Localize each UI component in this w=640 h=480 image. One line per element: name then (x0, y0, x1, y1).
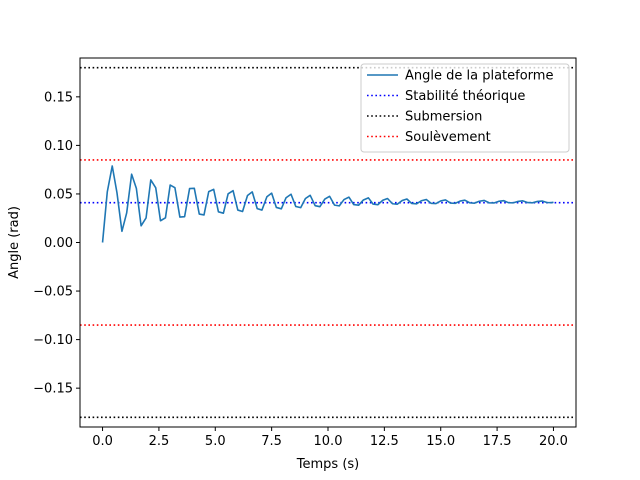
legend-box (360, 63, 570, 153)
x-tick-label: 0.0 (92, 434, 113, 449)
legend-label: Soulèvement (405, 130, 491, 145)
y-axis-label: Angle (rad) (7, 206, 22, 279)
x-axis-label: Temps (s) (296, 457, 359, 472)
x-tick-label: 15.0 (426, 434, 455, 449)
y-axis: −0.15 −0.10 −0.05 0.00 0.05 0.10 0.15 (33, 90, 80, 397)
series-line (101, 165, 554, 243)
reference-lines (80, 66, 576, 419)
x-tick-label: 5.0 (205, 434, 226, 449)
x-axis: 0.0 2.5 5.0 7.5 10.0 12.5 15.0 17.5 20.0 (92, 427, 568, 449)
y-tick-label: −0.10 (33, 333, 73, 348)
angle-series (101, 165, 554, 243)
legend: Angle de la plateforme Stabilité théoriqu… (360, 63, 570, 153)
y-tick-label: 0.15 (44, 90, 73, 105)
y-tick-label: −0.05 (33, 285, 73, 300)
x-tick-label: 7.5 (261, 434, 282, 449)
legend-label: Angle de la plateforme (405, 69, 553, 84)
y-tick-label: 0.00 (44, 236, 73, 251)
x-tick-label: 20.0 (539, 434, 568, 449)
y-tick-label: 0.10 (44, 139, 73, 154)
y-tick-label: 0.05 (44, 187, 73, 202)
x-tick-label: 17.5 (483, 434, 512, 449)
x-tick-label: 2.5 (149, 434, 170, 449)
legend-label: Submersion (405, 110, 482, 125)
legend-label: Stabilité théorique (405, 89, 525, 104)
x-tick-label: 10.0 (314, 434, 343, 449)
x-tick-label: 12.5 (370, 434, 399, 449)
y-tick-label: −0.15 (33, 382, 73, 397)
